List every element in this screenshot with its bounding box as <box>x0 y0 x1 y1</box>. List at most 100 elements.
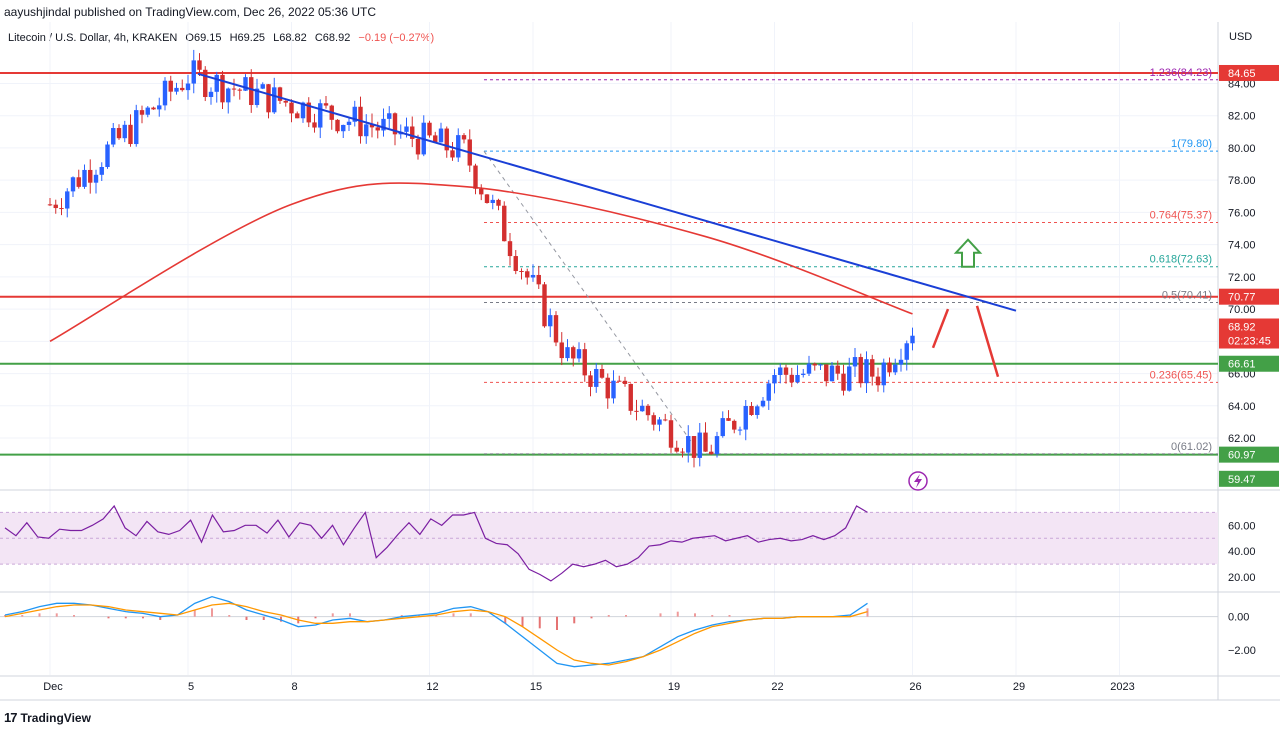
price-tick-label: 80.00 <box>1228 143 1256 155</box>
candle-body <box>841 373 846 391</box>
fibonacci-retracement[interactable]: 1.236(84.23) 1(79.80) 0.764(75.37) 0.618(72… <box>483 67 1218 455</box>
candle-body <box>674 447 679 452</box>
candle-body <box>243 77 248 91</box>
candle-body <box>829 365 835 382</box>
ma-path <box>49 182 913 343</box>
candle-body <box>231 88 237 90</box>
candle-body <box>128 124 133 145</box>
candle-body <box>720 418 725 437</box>
tradingview-logo[interactable]: 17 TradingView <box>4 710 91 725</box>
candle-body <box>122 124 127 139</box>
candle-body <box>657 419 662 425</box>
candle-body <box>525 271 530 278</box>
candle-body <box>157 105 162 110</box>
candle-body <box>220 74 225 103</box>
time-tick-label: 5 <box>188 681 194 693</box>
price-tick-label: 64.00 <box>1228 401 1256 413</box>
candle-body <box>645 405 651 416</box>
candle-body <box>789 374 794 383</box>
candle-body <box>111 128 116 145</box>
price-badge <box>1219 318 1279 349</box>
fib-level-label: 0.236(65.45) <box>1150 369 1212 381</box>
candle-body <box>289 102 294 114</box>
candle-body <box>375 127 380 131</box>
candle-body <box>473 165 478 189</box>
candle-body <box>806 363 812 374</box>
time-tick-label: 22 <box>771 681 783 693</box>
close-value: C68.92 <box>314 32 351 44</box>
candle-body <box>185 83 191 91</box>
candle-body <box>438 128 444 143</box>
candle-body <box>496 199 501 206</box>
candle-body <box>306 102 311 123</box>
candle-body <box>766 383 771 401</box>
candle-body <box>180 87 185 91</box>
level-badge-label: 84.65 <box>1228 68 1256 80</box>
macd-signal-line <box>4 602 868 666</box>
time-axis[interactable]: Dec 5 8 12 15 19 22 26 29 2023 <box>43 681 1135 693</box>
candle-body <box>622 380 628 384</box>
candle-body <box>174 87 179 92</box>
candle-body <box>686 436 691 453</box>
candle-body <box>47 204 53 206</box>
candle-body <box>139 110 145 115</box>
candle-body <box>755 406 760 415</box>
time-tick-label: Dec <box>43 681 63 693</box>
candle-body <box>145 107 150 115</box>
candle-body <box>812 363 817 366</box>
time-tick-label: 19 <box>668 681 680 693</box>
candle-body <box>599 368 605 378</box>
candle-body <box>116 128 122 139</box>
candle-body <box>588 375 593 387</box>
horizontal-levels <box>0 71 1218 456</box>
trendline-path <box>197 72 1017 312</box>
time-tick-label: 12 <box>426 681 438 693</box>
time-tick-label: 8 <box>291 681 297 693</box>
candle-body <box>214 74 219 92</box>
rsi-tick-label: 40.00 <box>1228 546 1256 558</box>
candle-body <box>191 60 196 84</box>
trendline[interactable] <box>197 72 1017 312</box>
candle-body <box>381 118 386 131</box>
fib-anchor-line <box>483 150 701 455</box>
candle-body <box>266 84 271 113</box>
candle-body <box>82 169 87 187</box>
up-arrow-icon <box>953 238 983 268</box>
candle-body <box>778 367 783 375</box>
candle-body <box>749 405 754 415</box>
candle-body <box>300 102 306 119</box>
price-badge-label: 68.92 <box>1228 322 1256 334</box>
candle-body <box>410 126 415 139</box>
candle-body <box>858 357 863 384</box>
candle-body <box>260 84 265 89</box>
candle-body <box>65 191 70 209</box>
candle-body <box>732 420 737 430</box>
candle-body <box>553 315 559 343</box>
countdown-label: 02:23:45 <box>1228 336 1271 348</box>
candle-body <box>456 135 461 158</box>
candlesticks[interactable] <box>47 49 915 468</box>
candle-body <box>134 110 139 145</box>
candle-body <box>743 405 748 430</box>
candle-body <box>887 362 892 373</box>
moving-average-line <box>49 182 913 343</box>
candle-body <box>93 174 99 183</box>
candle-body <box>277 87 283 101</box>
candle-body <box>341 124 346 132</box>
candle-body <box>628 383 633 411</box>
candle-body <box>536 274 541 285</box>
candle-body <box>847 366 852 391</box>
candle-body <box>519 271 524 273</box>
rsi-tick-label: 60.00 <box>1228 520 1256 532</box>
candle-body <box>335 119 340 132</box>
level-badge <box>1219 355 1279 372</box>
rsi-line <box>4 504 868 582</box>
currency-label[interactable]: USD <box>1229 31 1253 43</box>
candle-body <box>663 419 668 421</box>
candle-body <box>507 241 513 257</box>
candle-body <box>59 208 64 210</box>
candle-body <box>346 121 352 125</box>
time-tick-label: 15 <box>530 681 542 693</box>
candle-body <box>415 138 421 155</box>
